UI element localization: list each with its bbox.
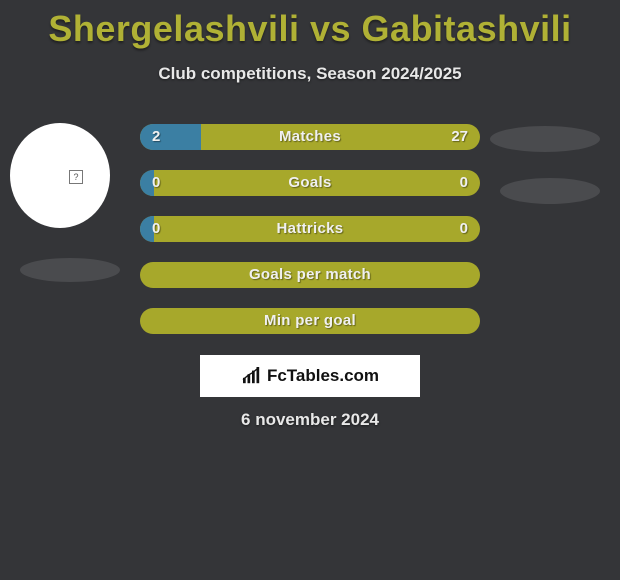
stat-label: Goals per match bbox=[140, 262, 480, 288]
player-right-avatar-placeholder-1 bbox=[490, 126, 600, 152]
page-subtitle: Club competitions, Season 2024/2025 bbox=[0, 64, 620, 84]
stat-row-hattricks: 0 Hattricks 0 bbox=[140, 216, 480, 242]
snapshot-date: 6 november 2024 bbox=[0, 410, 620, 430]
stat-row-matches: 2 Matches 27 bbox=[140, 124, 480, 150]
source-logo-text: FcTables.com bbox=[267, 366, 379, 386]
stat-row-goals: 0 Goals 0 bbox=[140, 170, 480, 196]
stat-label: Goals bbox=[140, 170, 480, 196]
source-logo: FcTables.com bbox=[200, 355, 420, 397]
stat-right-value: 0 bbox=[460, 216, 468, 242]
missing-image-icon: ? bbox=[69, 170, 83, 184]
stat-label: Matches bbox=[140, 124, 480, 150]
stat-label: Hattricks bbox=[140, 216, 480, 242]
barchart-icon bbox=[241, 367, 263, 385]
page-title: Shergelashvili vs Gabitashvili bbox=[0, 0, 620, 50]
stat-row-min-per-goal: Min per goal bbox=[140, 308, 480, 334]
player-left-shadow bbox=[20, 258, 120, 282]
stat-label: Min per goal bbox=[140, 308, 480, 334]
stat-right-value: 0 bbox=[460, 170, 468, 196]
stat-row-goals-per-match: Goals per match bbox=[140, 262, 480, 288]
player-left-avatar: ? bbox=[10, 123, 110, 228]
stat-bars: 2 Matches 27 0 Goals 0 0 Hattricks 0 Goa… bbox=[140, 124, 480, 354]
player-right-avatar-placeholder-2 bbox=[500, 178, 600, 204]
stat-right-value: 27 bbox=[451, 124, 468, 150]
